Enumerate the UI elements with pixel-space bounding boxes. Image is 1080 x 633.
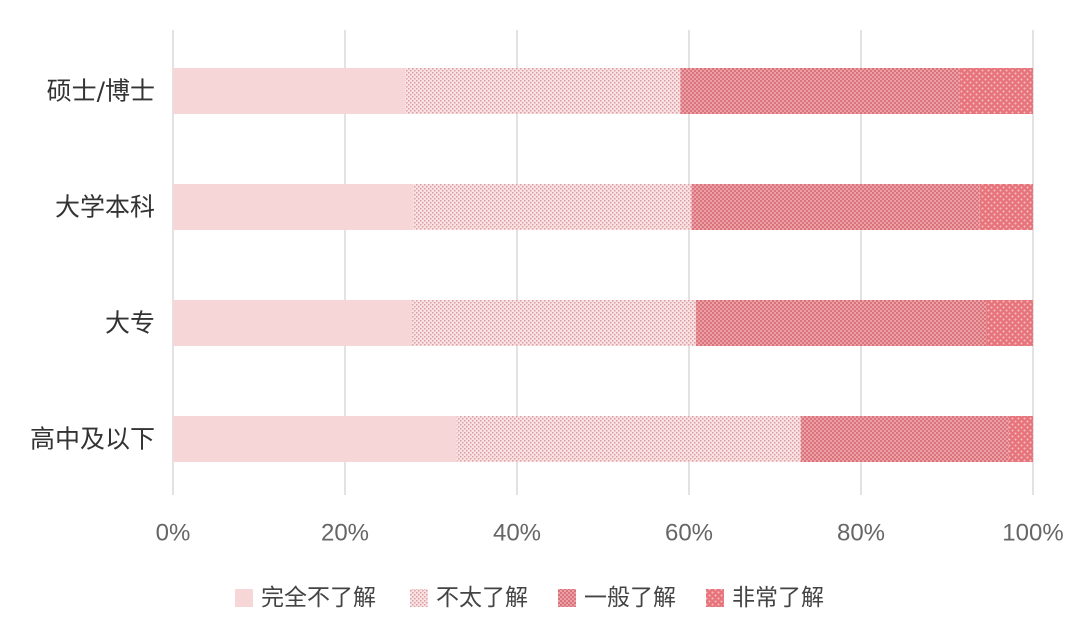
legend-label: 不太了解 bbox=[436, 585, 528, 611]
bar-segment bbox=[979, 184, 1033, 230]
legend-label: 完全不了解 bbox=[261, 585, 376, 611]
bar-segment bbox=[986, 300, 1033, 346]
category-label: 大学本科 bbox=[55, 193, 155, 222]
legend: 完全不了解 不太了解 一般了解 非常了解 bbox=[235, 585, 824, 611]
x-tick-label: 60% bbox=[665, 520, 713, 547]
bar-segment bbox=[412, 300, 696, 346]
bar-segment bbox=[695, 300, 987, 346]
bar-segment bbox=[456, 416, 801, 462]
category-label: 高中及以下 bbox=[30, 425, 155, 454]
bar-segment bbox=[173, 68, 406, 114]
category-label: 大专 bbox=[105, 309, 155, 338]
x-tick-label: 0% bbox=[156, 520, 191, 547]
x-tick-label: 100% bbox=[1002, 520, 1063, 547]
x-tick-label: 80% bbox=[837, 520, 885, 547]
bar-segment bbox=[413, 184, 692, 230]
bar-segment bbox=[405, 68, 681, 114]
bar-segment bbox=[691, 184, 980, 230]
bar-segment bbox=[173, 184, 414, 230]
legend-swatch bbox=[558, 589, 576, 607]
legend-swatch bbox=[410, 589, 428, 607]
bar-segment bbox=[173, 416, 457, 462]
bar-segment bbox=[173, 300, 413, 346]
legend-swatch bbox=[235, 589, 253, 607]
bar-segment bbox=[1008, 416, 1033, 462]
legend-swatch bbox=[706, 589, 724, 607]
bars bbox=[173, 68, 1033, 462]
bar-segment bbox=[800, 416, 1009, 462]
x-tick-label: 20% bbox=[321, 520, 369, 547]
legend-label: 一般了解 bbox=[584, 585, 676, 611]
x-tick-label: 40% bbox=[493, 520, 541, 547]
legend-label: 非常了解 bbox=[732, 585, 824, 611]
bar-segment bbox=[680, 68, 960, 114]
x-axis-tick-labels: 0% 20% 40% 60% 80% 100% bbox=[156, 520, 1064, 547]
bar-segment bbox=[959, 68, 1033, 114]
category-label: 硕士/博士 bbox=[47, 77, 155, 106]
